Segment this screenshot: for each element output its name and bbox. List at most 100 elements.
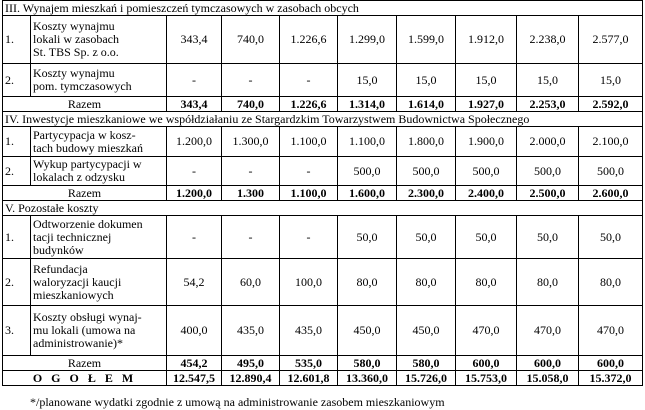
total-cell: 2.600,0 xyxy=(577,185,644,201)
description-line: lokali w zasobach xyxy=(33,32,119,46)
value-cell: 15,0 xyxy=(396,63,456,97)
total-cell: 495,0 xyxy=(221,355,280,371)
value-cell: 1.912,0 xyxy=(455,15,517,64)
value-cell: 500,0 xyxy=(516,156,579,186)
total-cell: 1.600,0 xyxy=(337,185,397,201)
footnote: */planowane wydatki zgodnie z umową na a… xyxy=(30,395,445,409)
value-cell: 500,0 xyxy=(396,156,456,186)
grand-total-cell: 15.372,0 xyxy=(577,370,644,386)
value-cell: 50,0 xyxy=(455,215,517,259)
row-number: 1. xyxy=(2,126,31,157)
table-row: 1. Koszty wynajmu lokali w zasobach St. TBS… xyxy=(2,15,644,64)
table-row: 3. Koszty obsługi wynaj-mu lokali (umowa … xyxy=(2,305,644,356)
description-line: Refundacja xyxy=(33,261,88,276)
row-number: 1. xyxy=(2,15,31,64)
description-line: tacji technicznej xyxy=(33,229,112,244)
value-cell: 740,0 xyxy=(221,15,280,64)
total-cell: 2.300,0 xyxy=(396,185,456,201)
description-line: mieszkaniowych xyxy=(33,287,114,302)
value-cell: 500,0 xyxy=(455,156,517,186)
row-number: 1. xyxy=(2,215,31,259)
value-cell: 80,0 xyxy=(577,258,644,306)
value-cell: 15,0 xyxy=(337,63,397,97)
value-cell: 1.100,0 xyxy=(279,126,338,157)
value-cell: - xyxy=(166,156,222,186)
description-line: Odtworzenie dokumen xyxy=(33,216,143,231)
row-number: 3. xyxy=(2,305,31,356)
table-row: 2. Wykup partycypacji w lokalach z odzysku… xyxy=(2,156,644,186)
grand-total-label: O G O Ł E M xyxy=(2,370,167,386)
total-cell: 1.226,6 xyxy=(279,96,338,112)
value-cell: 2.100,0 xyxy=(577,126,644,157)
value-cell: - xyxy=(279,63,338,97)
value-cell: 435,0 xyxy=(221,305,280,356)
value-cell: 60,0 xyxy=(221,258,280,306)
value-cell: 80,0 xyxy=(396,258,456,306)
description-line: mu lokali (umowa na xyxy=(33,323,136,337)
value-cell: 15,0 xyxy=(516,63,579,97)
table-row: 1. Partycypacja w kosz-tach budowy mieszk… xyxy=(2,126,644,157)
section-title: V. Pozostałe koszty xyxy=(1,200,644,216)
value-cell: 435,0 xyxy=(279,305,338,356)
total-cell: 580,0 xyxy=(337,355,397,371)
value-cell: 15,0 xyxy=(577,63,644,97)
value-cell: 1.300,0 xyxy=(221,126,280,157)
description-line: Koszty wynajmu xyxy=(33,66,115,80)
grand-total-cell: 12.601,8 xyxy=(279,370,338,386)
total-cell: 600,0 xyxy=(577,355,644,371)
description-line: waloryzacji kaucji xyxy=(33,274,122,289)
value-cell: 470,0 xyxy=(516,305,579,356)
total-cell: 580,0 xyxy=(396,355,456,371)
value-cell: - xyxy=(279,215,338,259)
value-cell: 500,0 xyxy=(337,156,397,186)
value-cell: 470,0 xyxy=(577,305,644,356)
total-cell: 1.300 xyxy=(221,185,280,201)
value-cell: - xyxy=(221,215,280,259)
budget-table-body: III. Wynajem mieszkań i pomieszczeń tymc… xyxy=(1,0,644,386)
row-description: Odtworzenie dokumen tacji technicznej budy… xyxy=(30,215,167,259)
section-title-row: III. Wynajem mieszkań i pomieszczeń tymc… xyxy=(1,0,644,16)
description-line: Wykup partycypacji w xyxy=(33,157,142,171)
value-cell: 450,0 xyxy=(396,305,456,356)
description-line: Partycypacja w kosz- xyxy=(33,127,136,142)
section-title-row: V. Pozostałe koszty xyxy=(1,200,644,216)
total-cell: 740,0 xyxy=(221,96,280,112)
table-row: 2. Koszty wynajmu pom. tymczasowych - - -15,0… xyxy=(2,63,644,97)
row-description: Partycypacja w kosz-tach budowy mieszkań xyxy=(30,126,167,157)
total-cell: 535,0 xyxy=(279,355,338,371)
total-cell: 343,4 xyxy=(166,96,222,112)
grand-total-cell: 15.753,0 xyxy=(455,370,517,386)
total-cell: 2.400,0 xyxy=(455,185,517,201)
total-cell: 2.253,0 xyxy=(516,96,579,112)
value-cell: 50,0 xyxy=(516,215,579,259)
description-line: Koszty obsługi wynaj- xyxy=(33,310,142,324)
grand-total-row: O G O Ł E M 12.547,5 12.890,4 12.601,8 13.36… xyxy=(2,370,644,386)
total-cell: 2.592,0 xyxy=(577,96,644,112)
total-row: Razem 343,4 740,0 1.226,6 1.314,0 1.614,0 1.92… xyxy=(2,96,644,112)
grand-total-cell: 12.890,4 xyxy=(221,370,280,386)
value-cell: 450,0 xyxy=(337,305,397,356)
value-cell: 2.238,0 xyxy=(516,15,579,64)
value-cell: 1.226,6 xyxy=(279,15,338,64)
value-cell: 343,4 xyxy=(166,15,222,64)
value-cell: - xyxy=(166,63,222,97)
budget-table: III. Wynajem mieszkań i pomieszczeń tymc… xyxy=(1,0,644,386)
value-cell: 50,0 xyxy=(577,215,644,259)
row-description: Koszty obsługi wynaj-mu lokali (umowa na… xyxy=(30,305,167,356)
value-cell: 1.599,0 xyxy=(396,15,456,64)
grand-total-cell: 13.360,0 xyxy=(337,370,397,386)
description-line: Koszty wynajmu xyxy=(33,19,115,33)
table-row: 1. Odtworzenie dokumen tacji technicznej bu… xyxy=(2,215,644,259)
description-line: tach budowy mieszkań xyxy=(33,140,143,155)
total-cell: 600,0 xyxy=(455,355,517,371)
total-label: Razem xyxy=(2,96,167,112)
description-line: administrowanie)* xyxy=(33,336,123,350)
value-cell: 15,0 xyxy=(455,63,517,97)
total-label: Razem xyxy=(2,355,167,371)
description-line: St. TBS Sp. z o.o. xyxy=(33,45,119,59)
total-label: Razem xyxy=(2,185,167,201)
section-title: IV. Inwestycje mieszkaniowe we współdzia… xyxy=(1,111,644,127)
grand-total-cell: 12.547,5 xyxy=(166,370,222,386)
grand-total-cell: 15.058,0 xyxy=(516,370,579,386)
value-cell: 1.900,0 xyxy=(455,126,517,157)
